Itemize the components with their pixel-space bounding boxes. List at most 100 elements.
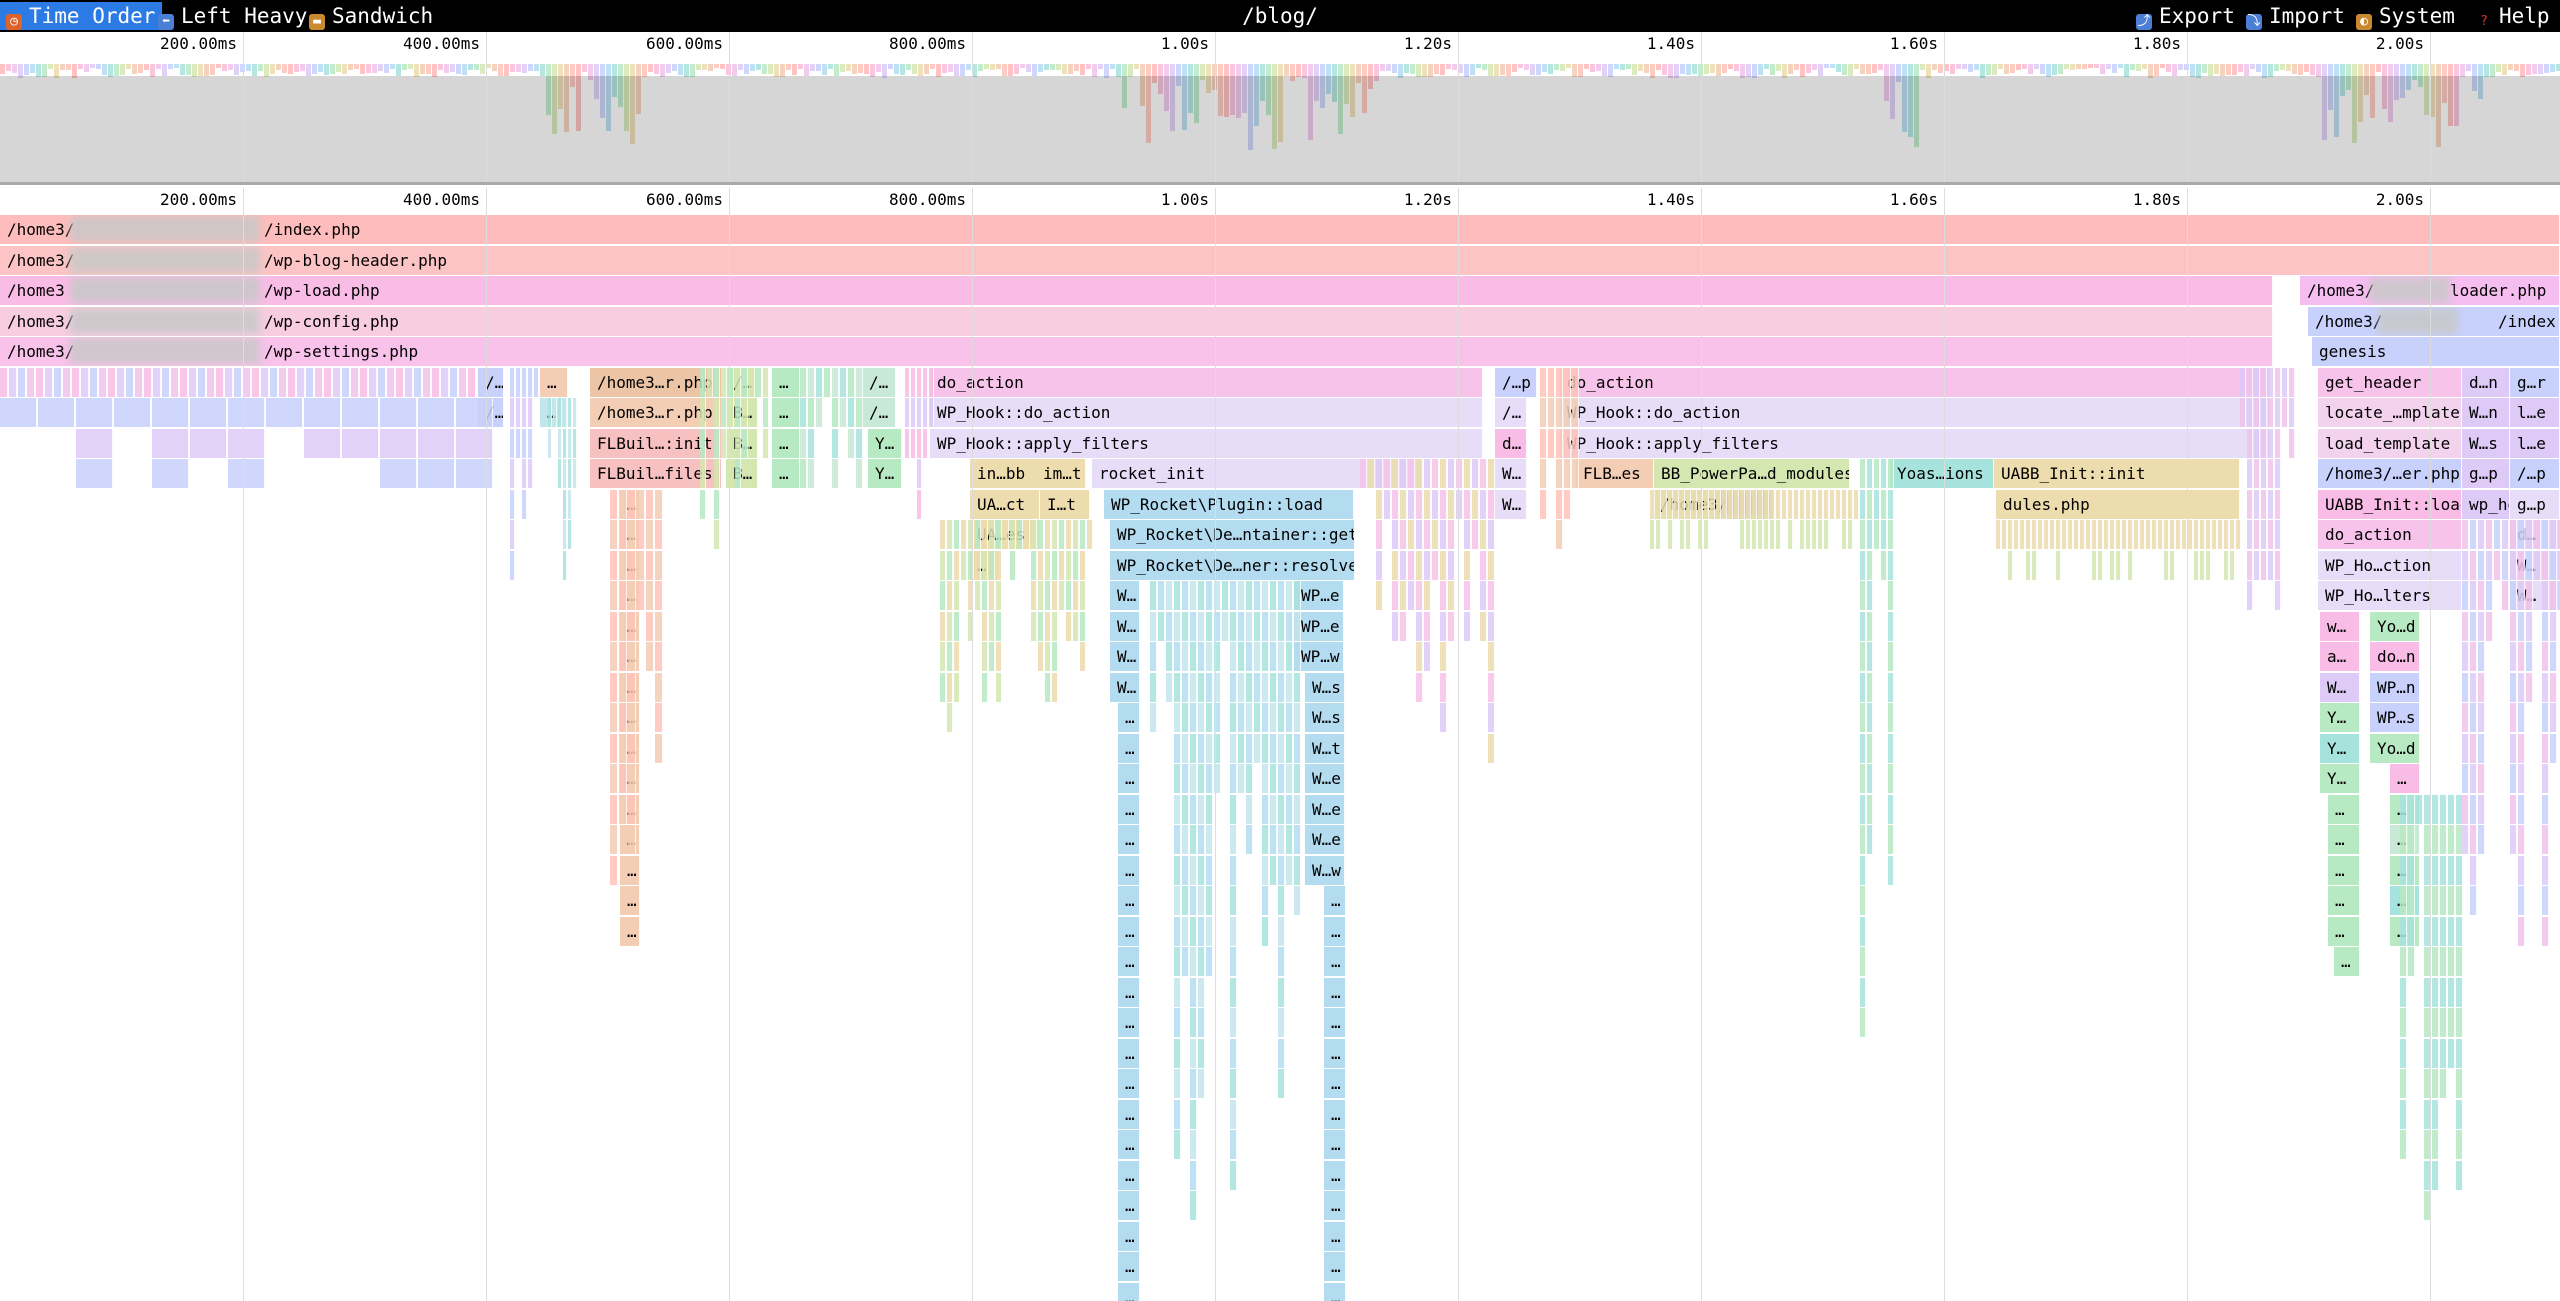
flame-frame-sliver[interactable] [18, 367, 26, 397]
flame-frame-sliver[interactable] [1174, 733, 1181, 763]
flame-frame-sliver[interactable] [1650, 520, 1655, 549]
flame-frame-sliver[interactable] [2400, 855, 2407, 885]
flame-frame-sliver[interactable] [2224, 520, 2229, 549]
flame-frame[interactable]: … [1324, 1252, 1346, 1281]
flame-frame-sliver[interactable] [2080, 520, 2085, 549]
flame-frame-sliver[interactable] [1488, 733, 1495, 763]
flame-frame-sliver[interactable] [270, 367, 278, 397]
flame-frame-sliver[interactable] [735, 459, 741, 488]
flame-frame-sliver[interactable] [2456, 886, 2463, 915]
flame-frame[interactable]: … [1118, 1099, 1140, 1129]
flame-frame-sliver[interactable] [1066, 581, 1072, 610]
flame-frame-sliver[interactable] [2462, 642, 2469, 671]
flame-frame-sliver[interactable] [54, 367, 62, 397]
flame-frame-sliver[interactable] [947, 672, 953, 702]
flame-frame-sliver[interactable] [2440, 947, 2447, 976]
flame-frame-sliver[interactable] [1278, 1008, 1285, 1037]
flame-frame-sliver[interactable] [2110, 520, 2115, 549]
flame-frame-sliver[interactable] [114, 398, 151, 427]
flame-frame-sliver[interactable] [2502, 550, 2509, 580]
flame-frame-sliver[interactable] [1174, 825, 1181, 854]
flame-frame-sliver[interactable] [2247, 428, 2253, 458]
flame-frame-sliver[interactable] [961, 550, 967, 580]
flame-frame-sliver[interactable] [333, 367, 341, 397]
flame-frame-sliver[interactable] [1818, 520, 1823, 549]
flame-frame-sliver[interactable] [1080, 642, 1086, 671]
flame-frame-sliver[interactable] [2518, 886, 2525, 915]
flame-frame-sliver[interactable] [1416, 489, 1423, 519]
flame-frame-sliver[interactable] [619, 733, 627, 763]
flame-frame-sliver[interactable] [1734, 489, 1739, 519]
flame-frame[interactable]: Y… [2320, 703, 2360, 732]
flame-frame-sliver[interactable] [2432, 1069, 2439, 1098]
flame-frame-sliver[interactable] [1150, 611, 1157, 641]
flame-frame-sliver[interactable] [1286, 794, 1293, 824]
theme-button[interactable]: ◐ System [2350, 2, 2462, 30]
flame-frame[interactable]: … [1118, 1130, 1140, 1159]
flame-frame[interactable]: WP…w [1294, 642, 1344, 671]
flame-frame-sliver[interactable] [1038, 550, 1044, 580]
flame-frame-sliver[interactable] [573, 398, 577, 427]
flame-frame-sliver[interactable] [1230, 977, 1237, 1007]
flame-frame-sliver[interactable] [1254, 703, 1261, 732]
flame-frame-sliver[interactable] [1722, 489, 1727, 519]
flame-frame-sliver[interactable] [1488, 489, 1495, 519]
flame-frame-sliver[interactable] [2518, 520, 2525, 549]
flame-frame[interactable]: … [1324, 886, 1346, 915]
flame-frame-sliver[interactable] [1270, 642, 1277, 671]
flame-frame-sliver[interactable] [2038, 520, 2043, 549]
flame-frame[interactable]: /… [1495, 398, 1527, 427]
flame-frame-sliver[interactable] [923, 398, 928, 427]
flame-frame-sliver[interactable] [2518, 794, 2525, 824]
flame-frame[interactable]: WP_Rocket\De…ntainer::get [1110, 520, 1355, 549]
flame-frame-sliver[interactable] [714, 367, 720, 397]
flame-frame-sliver[interactable] [1392, 459, 1399, 488]
flame-frame[interactable]: W…s [1305, 672, 1345, 702]
flame-frame-sliver[interactable] [1045, 520, 1051, 549]
flame-frame-sliver[interactable] [522, 489, 527, 519]
flame-frame-sliver[interactable] [1848, 489, 1853, 519]
flame-frame-sliver[interactable] [510, 367, 515, 397]
flame-frame-sliver[interactable] [568, 459, 572, 488]
flame-frame-sliver[interactable] [1806, 520, 1811, 549]
flame-frame-sliver[interactable] [808, 367, 815, 397]
flame-frame-sliver[interactable] [1464, 581, 1471, 610]
flame-frame-sliver[interactable] [1294, 703, 1301, 732]
flame-frame-sliver[interactable] [824, 367, 831, 397]
flame-frame-sliver[interactable] [2440, 855, 2447, 885]
flame-frame-sliver[interactable] [135, 367, 143, 397]
flame-frame-sliver[interactable] [1222, 611, 1229, 641]
flame-frame[interactable]: B… [726, 459, 758, 488]
flame-frame-sliver[interactable] [2550, 672, 2557, 702]
flame-frame-sliver[interactable] [1246, 703, 1253, 732]
flame-frame-sliver[interactable] [1052, 642, 1058, 671]
flame-frame-sliver[interactable] [1400, 581, 1407, 610]
flame-frame[interactable]: dules.php [1996, 489, 2240, 519]
flame-frame-sliver[interactable] [1540, 367, 1547, 397]
flame-frame-sliver[interactable] [646, 581, 654, 610]
flame-frame[interactable]: WP_Hook::apply_filters [930, 428, 1483, 458]
flame-frame-sliver[interactable] [1230, 794, 1237, 824]
flame-frame-sliver[interactable] [1286, 611, 1293, 641]
flame-frame-sliver[interactable] [1230, 581, 1237, 610]
flame-frame-sliver[interactable] [848, 398, 855, 427]
flame-frame[interactable]: a… [2320, 642, 2360, 671]
flame-frame-sliver[interactable] [2247, 489, 2253, 519]
flame-frame-sliver[interactable] [954, 520, 960, 549]
flame-frame[interactable]: g…p [2510, 489, 2560, 519]
flame-frame-sliver[interactable] [1881, 520, 1887, 549]
flame-frame[interactable]: Y… [868, 428, 902, 458]
flame-frame-sliver[interactable] [610, 855, 618, 885]
flame-frame-sliver[interactable] [646, 642, 654, 671]
flame-frame-sliver[interactable] [1198, 794, 1205, 824]
flame-frame[interactable]: … [2328, 855, 2360, 885]
flame-frame-sliver[interactable] [637, 581, 645, 610]
flame-frame-sliver[interactable] [1238, 672, 1245, 702]
flame-frame-sliver[interactable] [1278, 1069, 1285, 1098]
flame-frame[interactable]: do_action [930, 367, 1483, 397]
flame-frame-sliver[interactable] [2182, 520, 2187, 549]
flame-frame-sliver[interactable] [655, 703, 663, 732]
flame-frame-sliver[interactable] [1448, 550, 1455, 580]
flame-frame-sliver[interactable] [1190, 825, 1197, 854]
flame-frame-sliver[interactable] [982, 611, 988, 641]
